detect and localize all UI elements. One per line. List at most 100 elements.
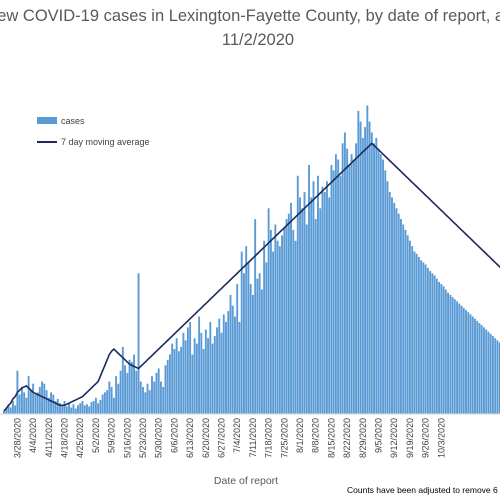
x-tick-label: 8/22/2020: [342, 418, 352, 458]
cases-bar: [438, 281, 441, 414]
cases-bar: [263, 240, 266, 414]
cases-bar: [491, 336, 494, 414]
cases-bar: [52, 394, 55, 414]
cases-bar: [278, 246, 281, 414]
cases-bar: [110, 386, 113, 414]
cases-bar: [294, 240, 297, 414]
cases-bar: [175, 338, 178, 414]
cases-bar: [435, 278, 438, 414]
cases-bar: [101, 394, 104, 414]
cases-bar: [265, 262, 268, 414]
x-tick-label: 4/4/2020: [28, 418, 38, 453]
cases-bar: [456, 301, 458, 414]
cases-bar: [386, 181, 389, 414]
cases-bar: [474, 318, 476, 414]
cases-bar: [61, 405, 64, 414]
cases-bar: [166, 359, 169, 414]
cases-bar: [393, 202, 396, 414]
cases-bar: [305, 224, 308, 414]
x-axis-title: Date of report: [214, 475, 278, 487]
cases-bar: [458, 303, 461, 414]
cases-bar: [43, 383, 46, 414]
cases-bar: [285, 219, 288, 414]
x-tick-label: 7/4/2020: [232, 418, 242, 453]
x-tick-label: 5/2/2020: [91, 418, 101, 453]
cases-bar: [171, 343, 174, 414]
cases-bar: [209, 321, 212, 414]
cases-bar: [384, 170, 387, 414]
x-tick-label: 9/26/2020: [421, 418, 431, 458]
cases-bar: [444, 289, 447, 414]
cases-bar: [375, 137, 378, 414]
x-tick-label: 6/6/2020: [169, 418, 179, 453]
cases-bar: [25, 397, 28, 414]
cases-bar: [195, 343, 198, 414]
moving-average-line: [3, 142, 500, 412]
cases-bar: [453, 299, 456, 414]
cases-bar: [299, 197, 301, 414]
cases-bar: [121, 346, 124, 414]
cases-bar: [281, 235, 284, 414]
cases-bar: [234, 316, 236, 414]
cases-bar: [211, 343, 214, 414]
cases-bar: [220, 332, 223, 414]
cases-bar: [308, 164, 310, 414]
cases-bar: [27, 376, 30, 414]
cases-bar: [469, 314, 472, 414]
cases-bar: [411, 246, 414, 414]
cases-bar: [287, 213, 290, 414]
cases-bar: [238, 321, 241, 414]
x-tick-label: 9/12/2020: [389, 418, 399, 458]
cases-bar: [478, 323, 481, 414]
cases-bar: [119, 370, 122, 414]
cases-bar: [29, 390, 32, 414]
cases-bar: [489, 333, 492, 414]
cases-bar: [373, 143, 375, 414]
cases-bar: [247, 262, 250, 414]
x-tick-label: 7/25/2020: [279, 418, 289, 458]
adjustment-note: Counts have been adjusted to remove 6: [347, 485, 498, 495]
cases-bar: [483, 327, 485, 414]
cases-bar: [276, 240, 279, 414]
cases-bar: [417, 257, 420, 414]
cases-bar: [164, 365, 167, 414]
cases-bar: [471, 316, 474, 414]
cases-bar: [465, 310, 467, 414]
cases-bar: [142, 386, 144, 414]
cases-bar: [339, 175, 342, 414]
cases-bar: [162, 386, 165, 414]
cases-bar: [415, 253, 418, 414]
cases-bar: [5, 408, 8, 414]
legend: cases 7 day moving average: [37, 116, 150, 147]
cases-bar: [47, 397, 50, 414]
cases-bar: [34, 394, 37, 414]
cases-bar: [11, 401, 14, 414]
cases-bar: [97, 403, 100, 414]
cases-bar: [498, 342, 500, 414]
x-tick-label: 4/18/2020: [60, 418, 70, 458]
cases-bar: [460, 305, 463, 414]
cases-bar: [312, 181, 315, 414]
cases-bar: [301, 208, 304, 414]
cases-bar: [290, 202, 292, 414]
cases-bar: [310, 197, 313, 414]
x-axis-tick-labels: 3/28/2020 4/4/2020 4/11/2020 4/18/2020 4/25/…: [12, 418, 446, 458]
cases-bar: [328, 197, 331, 414]
cases-bar: [20, 386, 23, 414]
cases-bar: [45, 390, 48, 414]
cases-bar: [422, 262, 425, 414]
cases-bar: [317, 175, 319, 414]
cases-bar: [357, 110, 360, 414]
cases-bar: [153, 381, 156, 414]
cases-bar: [106, 390, 109, 414]
cases-bar: [256, 278, 259, 414]
cases-bar: [292, 229, 295, 414]
cases-bar: [397, 213, 400, 414]
cases-bar: [350, 154, 353, 414]
cases-bar: [117, 383, 120, 414]
cases-bar: [126, 372, 129, 414]
cases-bar: [90, 402, 93, 414]
legend-swatch-cases: [37, 117, 57, 124]
cases-bar: [343, 132, 346, 415]
